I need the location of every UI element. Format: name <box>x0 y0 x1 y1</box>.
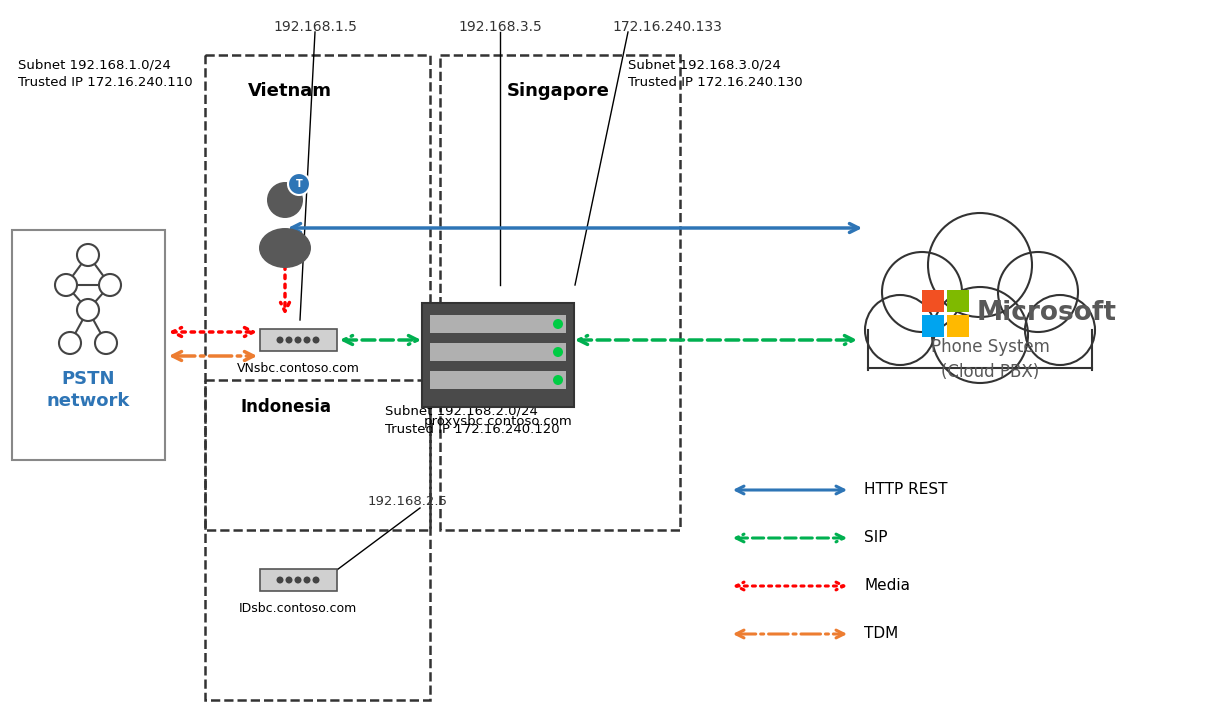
Circle shape <box>276 577 283 584</box>
Text: Subnet 192.168.3.0/24
Trusted IP 172.16.240.130: Subnet 192.168.3.0/24 Trusted IP 172.16.… <box>627 58 803 89</box>
Circle shape <box>313 577 320 584</box>
Text: SIP: SIP <box>865 530 888 545</box>
Circle shape <box>313 336 320 343</box>
Text: 192.168.1.5: 192.168.1.5 <box>274 20 358 34</box>
Circle shape <box>98 274 122 296</box>
Circle shape <box>553 319 563 329</box>
Circle shape <box>553 347 563 357</box>
Text: 172.16.240.133: 172.16.240.133 <box>612 20 722 34</box>
Bar <box>947 290 969 312</box>
Text: TDM: TDM <box>865 626 899 641</box>
Text: PSTN
network: PSTN network <box>46 370 130 410</box>
Circle shape <box>286 336 293 343</box>
Text: Media: Media <box>865 579 910 594</box>
Circle shape <box>77 299 98 321</box>
Text: 192.168.2.5: 192.168.2.5 <box>368 495 447 508</box>
Ellipse shape <box>928 213 1032 317</box>
Text: IDsbc.contoso.com: IDsbc.contoso.com <box>238 602 358 615</box>
Ellipse shape <box>998 252 1079 332</box>
Ellipse shape <box>1025 295 1094 365</box>
Text: Microsoft: Microsoft <box>976 301 1118 326</box>
FancyBboxPatch shape <box>259 329 337 351</box>
Circle shape <box>304 577 310 584</box>
Circle shape <box>77 244 98 266</box>
Bar <box>922 315 944 337</box>
Text: Vietnam: Vietnam <box>248 82 332 100</box>
FancyBboxPatch shape <box>430 343 565 361</box>
FancyBboxPatch shape <box>430 371 565 389</box>
Text: 192.168.3.5: 192.168.3.5 <box>458 20 542 34</box>
Circle shape <box>268 182 303 218</box>
FancyBboxPatch shape <box>430 315 565 333</box>
Circle shape <box>60 332 81 354</box>
Text: Subnet 192.168.2.0/24
Trusted IP 172.16.240.120: Subnet 192.168.2.0/24 Trusted IP 172.16.… <box>385 405 559 436</box>
Circle shape <box>95 332 117 354</box>
Circle shape <box>294 577 302 584</box>
Polygon shape <box>869 330 1090 370</box>
Text: HTTP REST: HTTP REST <box>865 483 947 498</box>
Circle shape <box>304 336 310 343</box>
Ellipse shape <box>931 287 1028 383</box>
Ellipse shape <box>259 228 311 268</box>
Ellipse shape <box>882 252 962 332</box>
Text: proxysbc.contoso.com: proxysbc.contoso.com <box>423 415 573 428</box>
Circle shape <box>294 336 302 343</box>
Text: Phone System
(Cloud PBX): Phone System (Cloud PBX) <box>930 338 1049 381</box>
Text: T: T <box>295 179 303 189</box>
Circle shape <box>55 274 77 296</box>
Text: Indonesia: Indonesia <box>240 398 331 416</box>
FancyBboxPatch shape <box>422 303 574 407</box>
FancyBboxPatch shape <box>259 569 337 591</box>
Bar <box>922 290 944 312</box>
Circle shape <box>553 375 563 385</box>
Text: Singapore: Singapore <box>507 82 609 100</box>
Circle shape <box>276 336 283 343</box>
Ellipse shape <box>865 295 935 365</box>
Bar <box>947 315 969 337</box>
Circle shape <box>288 173 310 195</box>
Text: VNsbc.contoso.com: VNsbc.contoso.com <box>237 362 360 375</box>
Circle shape <box>286 577 293 584</box>
Text: Subnet 192.168.1.0/24
Trusted IP 172.16.240.110: Subnet 192.168.1.0/24 Trusted IP 172.16.… <box>18 58 192 89</box>
